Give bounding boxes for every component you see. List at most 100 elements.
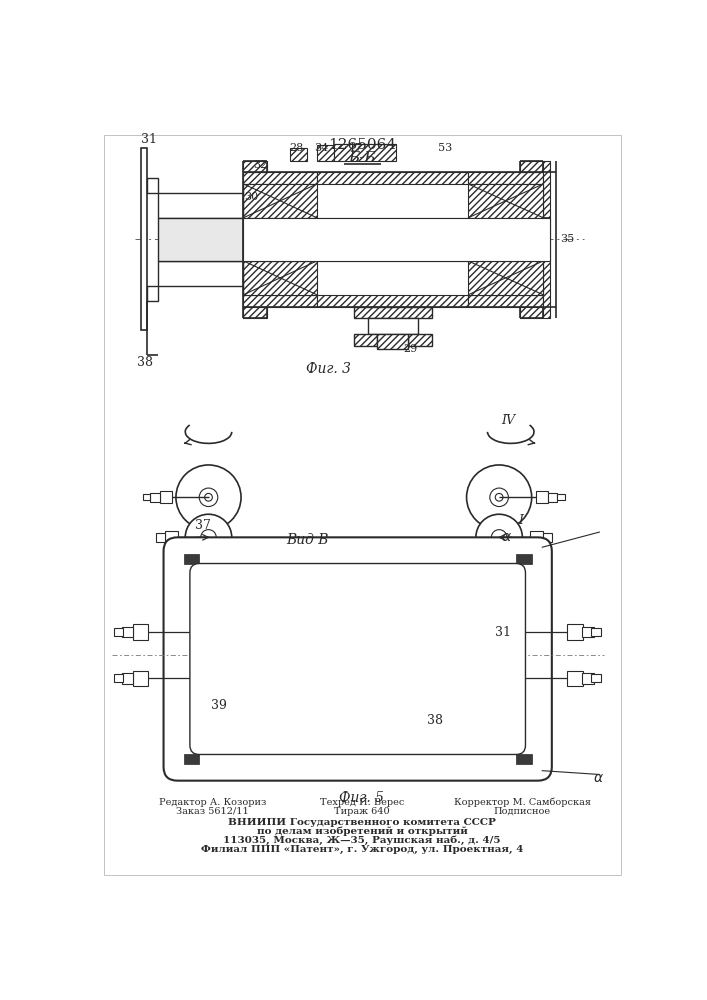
Text: 34: 34 [314,143,328,153]
Bar [468,184,543,218]
Bar [527,553,532,567]
Bar [243,218,549,261]
Bar [582,627,594,637]
Text: Заказ 5612/11: Заказ 5612/11 [176,807,249,816]
Bar [151,493,160,502]
Bar [243,307,267,318]
Bar [468,295,543,307]
Polygon shape [378,334,409,349]
Text: IV: IV [501,414,515,427]
Bar [192,553,196,567]
Text: Корректор М. Самборская: Корректор М. Самборская [454,797,591,807]
FancyBboxPatch shape [163,537,552,781]
Text: 32: 32 [253,160,267,170]
Text: 31: 31 [350,576,366,588]
Bar [243,172,317,184]
Bar [409,334,432,346]
Bar [317,295,468,307]
Circle shape [201,530,216,545]
Polygon shape [141,148,147,330]
Bar [548,493,557,502]
Bar [114,674,123,682]
Bar [520,161,543,172]
Text: 38: 38 [137,356,153,369]
Polygon shape [147,178,158,193]
Bar [542,533,552,542]
Text: 39: 39 [211,699,226,712]
Bar [557,494,565,500]
Text: 1265064: 1265064 [328,138,396,152]
Circle shape [199,488,218,507]
Text: Редактор А. Козориз: Редактор А. Козориз [158,798,266,807]
Bar [122,627,134,637]
Bar [143,494,151,500]
Bar [582,673,594,684]
Bar [122,673,134,684]
Polygon shape [158,193,243,218]
Text: ВНИИПИ Государственного комитета СССР: ВНИИПИ Государственного комитета СССР [228,818,496,827]
Bar [516,754,532,764]
Text: $\alpha$: $\alpha$ [501,530,513,544]
Bar [290,148,307,161]
Bar [193,673,204,684]
Bar [184,754,199,764]
Bar [513,627,523,637]
Text: 28: 28 [289,143,303,153]
Text: Подписное: Подписное [493,807,551,816]
Text: Фиг. 3: Фиг. 3 [306,362,351,376]
Bar [543,217,549,229]
Bar [193,627,204,637]
Bar [567,624,583,640]
Bar [132,624,148,640]
Polygon shape [158,218,243,261]
Bar [522,553,527,567]
Bar [520,307,543,318]
Text: 37: 37 [195,519,211,532]
Circle shape [495,493,503,501]
Bar [530,531,542,544]
Bar [334,144,396,161]
Bar [543,233,549,246]
Bar [165,531,177,544]
Text: Техред И. Верес: Техред И. Верес [320,798,404,807]
Text: 113035, Москва, Ж—35, Раушская наб., д. 4/5: 113035, Москва, Ж—35, Раушская наб., д. … [223,836,501,845]
Text: Б-Б: Б-Б [348,151,375,165]
Bar [114,628,123,636]
Bar [535,491,548,503]
Text: I: I [518,514,523,527]
Circle shape [491,530,507,545]
Text: 29: 29 [403,344,417,354]
Circle shape [204,493,212,501]
Text: Вид В: Вид В [286,533,329,547]
Bar [156,533,165,542]
Bar [543,161,549,318]
Bar [468,172,543,184]
Text: 31: 31 [141,133,157,146]
FancyBboxPatch shape [190,564,525,754]
Bar [591,628,601,636]
Text: Фиг. 5: Фиг. 5 [339,791,385,805]
Circle shape [176,465,241,530]
Circle shape [185,514,232,560]
Text: 35: 35 [560,234,575,244]
Polygon shape [147,286,158,301]
Bar [368,318,418,334]
Text: 30: 30 [244,192,258,202]
Bar [317,172,468,184]
Bar [243,295,317,307]
Text: 17: 17 [349,143,363,153]
Text: Тираж 640: Тираж 640 [334,807,390,816]
Circle shape [490,488,508,507]
Bar [354,307,432,318]
Bar [184,554,199,564]
Bar [567,671,583,686]
Text: 37: 37 [282,572,298,585]
Bar [513,673,523,684]
Bar [243,161,267,172]
Text: 38: 38 [427,714,443,727]
Text: 53: 53 [438,143,452,153]
Text: Филиал ППП «Патент», г. Ужгород, ул. Проектная, 4: Филиал ППП «Патент», г. Ужгород, ул. Про… [201,845,523,854]
Text: по делам изобретений и открытий: по делам изобретений и открытий [257,827,467,836]
Text: Фиг. 4: Фиг. 4 [339,598,385,612]
Circle shape [476,514,522,560]
